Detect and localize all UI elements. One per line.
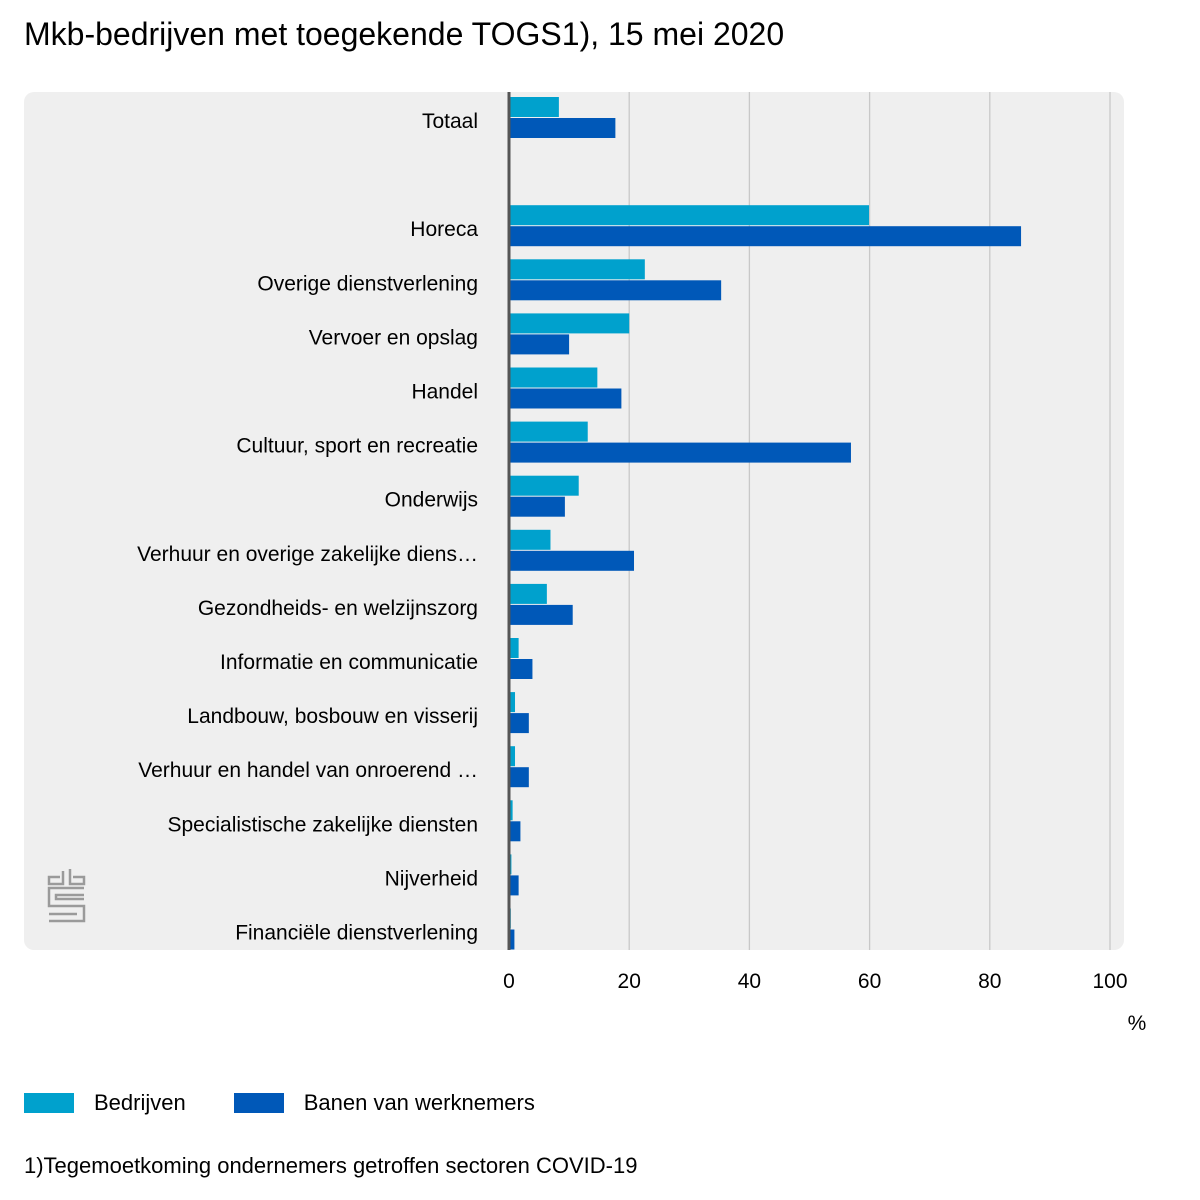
- legend-swatch-bedrijven: [24, 1093, 74, 1113]
- bar-banen[interactable]: [509, 821, 521, 842]
- x-tick-label: 80: [978, 970, 1001, 993]
- category-label: Horeca: [410, 218, 478, 241]
- category-label: Cultuur, sport en recreatie: [236, 435, 478, 458]
- x-tick-label: 0: [503, 970, 515, 993]
- category-label: Vervoer en opslag: [309, 326, 478, 349]
- x-tick-label: 60: [858, 970, 881, 993]
- category-label: Overige dienstverlening: [257, 272, 478, 295]
- footnote: 1)Tegemoetkoming ondernemers getroffen s…: [24, 1153, 638, 1178]
- bar-bedrijven[interactable]: [509, 638, 519, 658]
- x-tick-label: 20: [618, 970, 641, 993]
- bar-bedrijven[interactable]: [509, 313, 630, 334]
- legend-item-bedrijven[interactable]: Bedrijven: [24, 1090, 186, 1116]
- legend-label-bedrijven: Bedrijven: [94, 1090, 186, 1115]
- category-label: Verhuur en handel van onroerend …: [138, 759, 478, 782]
- bar-bedrijven[interactable]: [509, 475, 579, 496]
- category-label: Verhuur en overige zakelijke diens…: [137, 543, 478, 566]
- bar-bedrijven[interactable]: [509, 205, 869, 226]
- category-label: Totaal: [422, 110, 478, 133]
- bar-bedrijven[interactable]: [509, 583, 547, 604]
- bar-banen[interactable]: [509, 713, 529, 734]
- bar-bedrijven[interactable]: [509, 421, 588, 442]
- bar-chart: Totaal Horeca Overige dienstverlening Vervo…: [24, 92, 1147, 1035]
- category-label: Financiële dienstverlening: [235, 922, 478, 945]
- bar-banen[interactable]: [509, 226, 1022, 247]
- bar-bedrijven[interactable]: [509, 529, 551, 550]
- bar-bedrijven[interactable]: [509, 97, 559, 117]
- x-axis-unit-label: %: [1128, 1012, 1147, 1035]
- legend-item-banen[interactable]: Banen van werknemers: [233, 1090, 535, 1116]
- bar-banen[interactable]: [509, 604, 573, 625]
- bar-banen[interactable]: [509, 875, 519, 896]
- bar-bedrijven[interactable]: [509, 692, 516, 713]
- bar-banen[interactable]: [509, 767, 529, 788]
- x-tick-label: 100: [1092, 970, 1127, 993]
- bar-banen[interactable]: [509, 280, 722, 301]
- category-label: Landbouw, bosbouw en visserij: [187, 705, 478, 728]
- bar-banen[interactable]: [509, 334, 570, 355]
- cbs-logo-icon: [47, 869, 86, 923]
- category-label: Specialistische zakelijke diensten: [168, 813, 479, 836]
- x-tick-label: 40: [738, 970, 761, 993]
- category-label: Handel: [411, 381, 478, 404]
- bar-bedrijven[interactable]: [509, 746, 516, 767]
- bar-banen[interactable]: [509, 442, 851, 463]
- category-label: Onderwijs: [385, 489, 478, 512]
- category-label: Gezondheids- en welzijnszorg: [198, 597, 478, 620]
- plot-panel-background: [24, 92, 1124, 950]
- bar-banen[interactable]: [509, 659, 533, 679]
- bar-banen[interactable]: [509, 388, 622, 409]
- legend: Bedrijven Banen van werknemers: [24, 1090, 583, 1116]
- bar-banen[interactable]: [509, 118, 616, 138]
- bar-bedrijven[interactable]: [509, 259, 645, 280]
- category-label: Nijverheid: [385, 867, 478, 890]
- bar-bedrijven[interactable]: [509, 367, 598, 388]
- bar-banen[interactable]: [509, 496, 565, 517]
- bars: [509, 97, 1022, 950]
- category-labels: Totaal Horeca Overige dienstverlening Vervo…: [137, 110, 478, 945]
- chart-title: Mkb-bedrijven met toegekende TOGS1), 15 …: [24, 16, 785, 52]
- legend-label-banen: Banen van werknemers: [303, 1090, 535, 1115]
- legend-swatch-banen: [233, 1093, 284, 1113]
- bar-banen[interactable]: [509, 929, 515, 950]
- bar-bedrijven[interactable]: [509, 800, 513, 821]
- category-label: Informatie en communicatie: [220, 651, 478, 674]
- bar-banen[interactable]: [509, 550, 635, 571]
- x-axis-ticks: 0 20 40 60 80 100: [503, 970, 1127, 993]
